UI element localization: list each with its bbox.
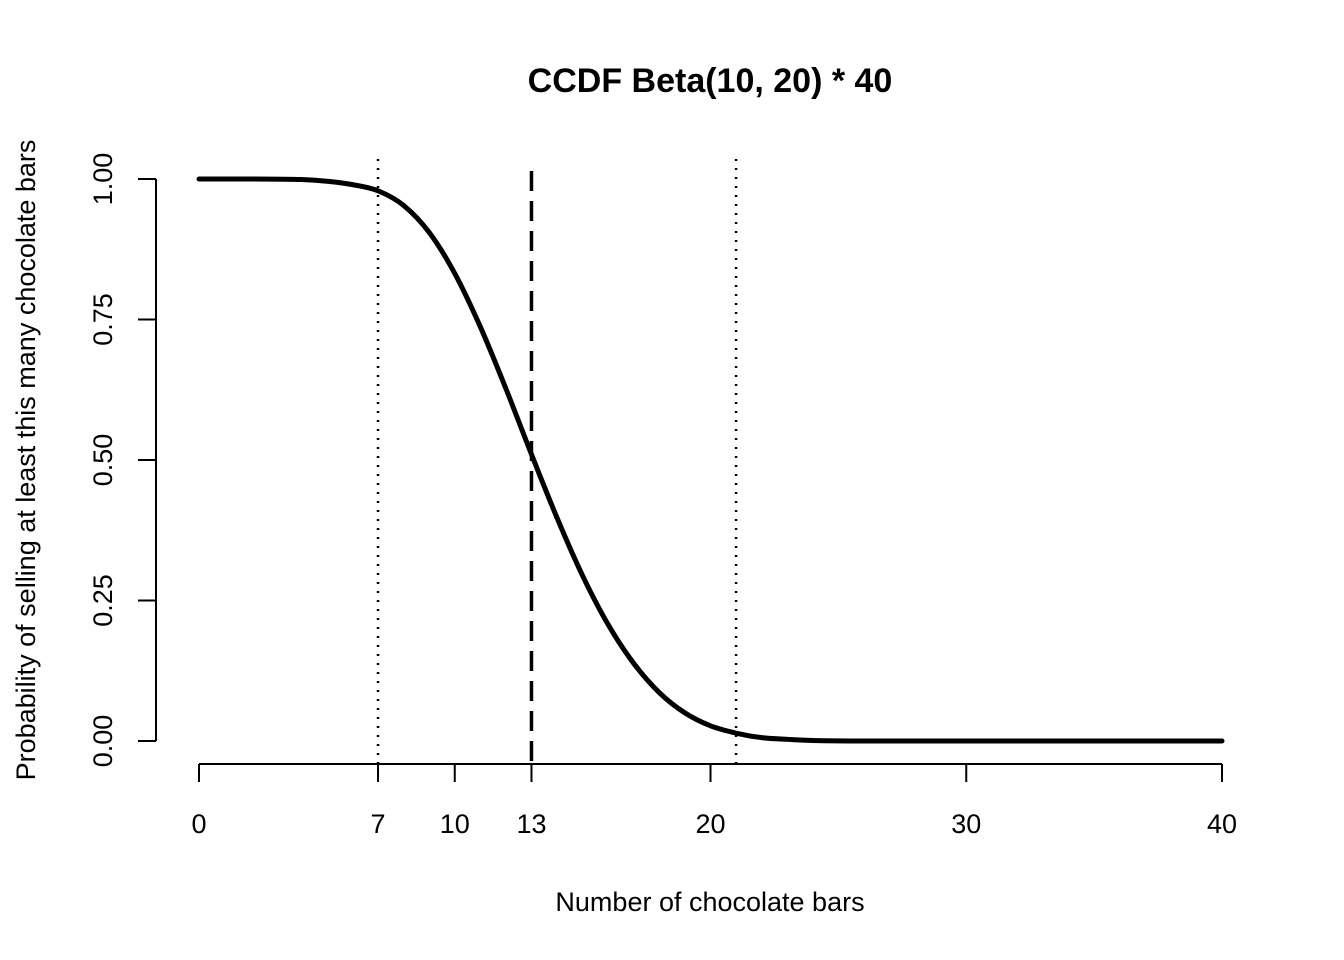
y-axis: 0.00 0.25 0.50 0.75 1.00 bbox=[88, 153, 157, 768]
ccdf-curve bbox=[196, 176, 1225, 744]
x-tick-label: 13 bbox=[516, 809, 546, 839]
series-group bbox=[196, 176, 1225, 744]
y-tick-label: 0.50 bbox=[88, 434, 118, 487]
y-tick-label: 0.00 bbox=[88, 715, 118, 768]
x-tick-label: 40 bbox=[1207, 809, 1237, 839]
y-axis-label: Probability of selling at least this man… bbox=[11, 140, 41, 781]
chart-title: CCDF Beta(10, 20) * 40 bbox=[528, 62, 893, 100]
x-tick-label: 7 bbox=[371, 809, 386, 839]
x-tick-label: 30 bbox=[951, 809, 981, 839]
y-tick-label: 0.25 bbox=[88, 574, 118, 627]
x-tick-label: 10 bbox=[440, 809, 470, 839]
x-tick-label: 20 bbox=[695, 809, 725, 839]
reference-lines bbox=[376, 159, 738, 768]
y-tick-label: 1.00 bbox=[88, 153, 118, 206]
x-tick-label: 0 bbox=[191, 809, 206, 839]
y-tick-label: 0.75 bbox=[88, 293, 118, 346]
x-axis: 0 7 10 13 20 30 40 bbox=[191, 763, 1237, 839]
x-axis-label: Number of chocolate bars bbox=[555, 887, 864, 917]
